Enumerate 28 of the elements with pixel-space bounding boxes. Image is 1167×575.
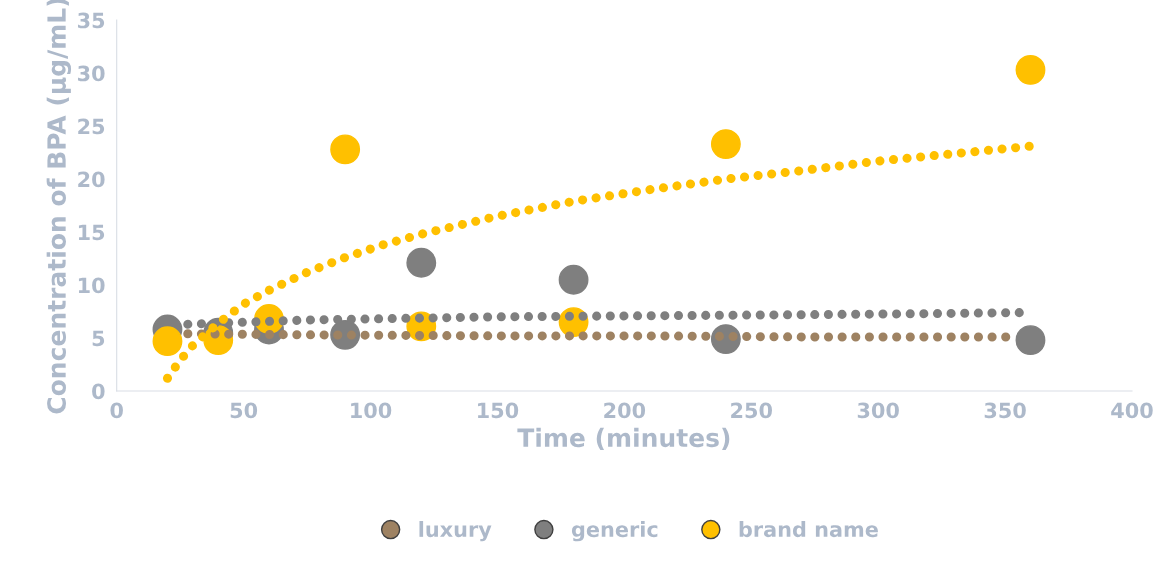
point: [406, 247, 437, 278]
y-tick-label: 15: [78, 224, 105, 241]
x-tick-label: 150: [478, 402, 519, 419]
x-tick-label: 250: [731, 402, 772, 419]
y-tick-label: 10: [78, 277, 105, 294]
x-tick-label: 400: [1111, 402, 1153, 419]
x-tick-label: 300: [857, 402, 899, 419]
legend-label: brand name: [739, 521, 878, 538]
y-tick-label: 35: [77, 12, 105, 29]
x-tick-label: 0: [110, 402, 123, 419]
point: [1015, 325, 1046, 356]
y-tick-label: 0: [92, 383, 105, 400]
point: [558, 264, 589, 295]
y-tick-label: 5: [92, 330, 105, 347]
x-axis-title: Time (minutes): [517, 427, 730, 451]
legend-label: luxury: [419, 521, 492, 542]
legend-label: generic: [571, 521, 658, 542]
point: [330, 134, 361, 165]
x-tick-label: 100: [351, 402, 392, 419]
y-tick-label: 30: [77, 65, 105, 82]
x-tick-label: 350: [984, 402, 1026, 419]
x-tick-label: 200: [604, 402, 646, 419]
point: [710, 129, 741, 160]
point: [1015, 55, 1046, 85]
y-tick-label: 25: [78, 118, 105, 135]
x-tick-label: 50: [230, 402, 258, 419]
point: [152, 326, 183, 357]
y-tick-label: 20: [78, 171, 105, 188]
